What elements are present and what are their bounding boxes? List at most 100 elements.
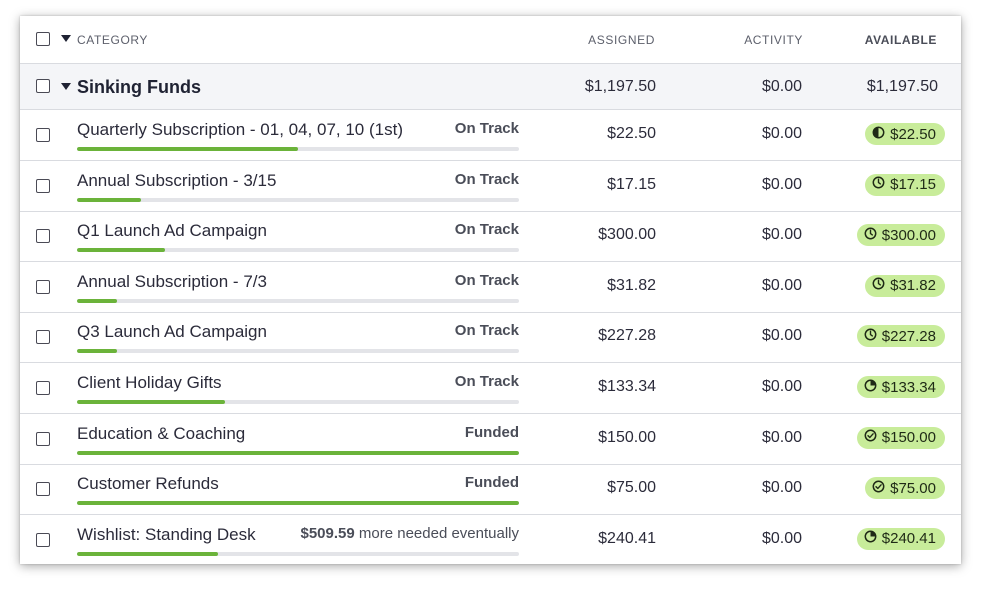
category-name[interactable]: Quarterly Subscription - 01, 04, 07, 10 … xyxy=(77,120,403,139)
available-pill[interactable]: $31.82 xyxy=(865,274,945,297)
category-assigned[interactable]: $300.00 xyxy=(598,226,656,244)
goal-progress-bar xyxy=(77,248,519,253)
half-circle-icon xyxy=(872,126,890,143)
goal-progress-bar xyxy=(77,450,519,455)
category-checkbox[interactable] xyxy=(36,178,50,193)
category-checkbox[interactable] xyxy=(36,128,50,142)
category-checkbox[interactable] xyxy=(36,229,50,244)
goal-status: Funded xyxy=(464,474,519,492)
available-pill[interactable]: $22.50 xyxy=(865,123,945,145)
category-assigned[interactable]: $22.50 xyxy=(607,125,656,142)
category-activity[interactable]: $0.00 xyxy=(761,479,802,497)
category-checkbox[interactable] xyxy=(36,431,50,446)
available-amount: $17.15 xyxy=(890,176,936,194)
category-activity[interactable]: $0.00 xyxy=(761,276,802,294)
collapse-all-caret-icon[interactable] xyxy=(61,35,71,42)
budget-table: CATEGORY ASSIGNED ACTIVITY AVAILABLE Sin… xyxy=(20,16,961,564)
assigned-column-header: ASSIGNED xyxy=(588,33,655,47)
category-activity[interactable]: $0.00 xyxy=(761,226,802,244)
available-pill[interactable]: $75.00 xyxy=(865,477,945,500)
category-activity[interactable]: $0.00 xyxy=(761,327,802,345)
category-row[interactable]: Annual Subscription - 3/15 On Track $17.… xyxy=(20,161,961,212)
category-assigned[interactable]: $227.28 xyxy=(598,327,656,345)
goal-progress-fill xyxy=(77,298,117,303)
category-row[interactable]: Quarterly Subscription - 01, 04, 07, 10 … xyxy=(20,110,961,161)
category-checkbox[interactable] xyxy=(36,279,50,294)
activity-column-header: ACTIVITY xyxy=(744,33,803,47)
category-name[interactable]: Wishlist: Standing Desk xyxy=(77,524,256,544)
clock-icon xyxy=(872,176,890,193)
category-activity[interactable]: $0.00 xyxy=(761,428,802,446)
category-activity[interactable]: $0.00 xyxy=(761,529,802,547)
available-amount: $133.34 xyxy=(881,378,936,396)
category-checkbox[interactable] xyxy=(36,532,50,547)
goal-progress-fill xyxy=(77,450,519,455)
category-row[interactable]: Annual Subscription - 7/3 On Track $31.8… xyxy=(20,262,961,313)
category-assigned[interactable]: $31.82 xyxy=(607,276,656,294)
goal-status: Funded xyxy=(464,423,519,441)
goal-progress-fill xyxy=(77,197,142,202)
available-amount: $75.00 xyxy=(890,479,936,497)
category-row[interactable]: Customer Refunds Funded $75.00 $0.00 $75… xyxy=(20,464,961,516)
group-collapse-caret-icon[interactable] xyxy=(61,83,71,90)
available-amount: $22.50 xyxy=(890,125,936,143)
category-row[interactable]: Q1 Launch Ad Campaign On Track $300.00 $… xyxy=(20,211,961,263)
category-assigned[interactable]: $150.00 xyxy=(598,428,656,446)
category-name[interactable]: Education & Coaching xyxy=(77,423,246,443)
available-pill[interactable]: $300.00 xyxy=(856,224,945,247)
category-name[interactable]: Annual Subscription - 3/15 xyxy=(77,170,277,190)
available-amount: $240.41 xyxy=(881,530,936,548)
category-row[interactable]: Client Holiday Gifts On Track $133.34 $0… xyxy=(20,363,961,414)
category-assigned[interactable]: $133.34 xyxy=(598,378,656,395)
goal-progress-bar xyxy=(77,551,519,556)
available-amount: $227.28 xyxy=(881,327,936,345)
category-name[interactable]: Annual Subscription - 7/3 xyxy=(77,271,267,291)
category-checkbox[interactable] xyxy=(36,330,50,345)
available-pill[interactable]: $150.00 xyxy=(856,426,945,449)
goal-progress-bar xyxy=(77,147,519,151)
group-activity: $0.00 xyxy=(761,78,802,95)
group-available: $1,197.50 xyxy=(866,78,938,95)
category-checkbox[interactable] xyxy=(36,381,50,395)
category-name[interactable]: Q1 Launch Ad Campaign xyxy=(77,221,267,241)
category-row[interactable]: Education & Coaching Funded $150.00 $0.0… xyxy=(20,414,961,465)
goal-status: On Track xyxy=(454,271,519,289)
goal-progress-fill xyxy=(77,551,219,556)
goal-status: On Track xyxy=(454,373,519,390)
goal-needed-text: more needed eventually xyxy=(358,524,519,542)
group-name[interactable]: Sinking Funds xyxy=(77,77,201,97)
category-name[interactable]: Client Holiday Gifts xyxy=(77,373,222,392)
goal-progress-fill xyxy=(77,349,117,354)
category-group-row[interactable]: Sinking Funds $1,197.50 $0.00 $1,197.50 xyxy=(20,64,961,110)
available-pill[interactable]: $240.41 xyxy=(856,527,945,550)
check-circle-icon xyxy=(864,429,882,446)
available-amount: $31.82 xyxy=(890,277,936,295)
goal-status: On Track xyxy=(454,170,519,188)
goal-progress-bar xyxy=(77,400,519,404)
category-name[interactable]: Q3 Launch Ad Campaign xyxy=(77,322,267,342)
category-name[interactable]: Customer Refunds xyxy=(77,474,219,494)
available-amount: $150.00 xyxy=(881,429,936,447)
group-checkbox[interactable] xyxy=(36,79,50,93)
category-activity[interactable]: $0.00 xyxy=(761,125,802,142)
select-all-checkbox[interactable] xyxy=(36,32,50,46)
category-row[interactable]: Wishlist: Standing Desk $509.59 more nee… xyxy=(20,515,961,564)
category-row[interactable]: Q3 Launch Ad Campaign On Track $227.28 $… xyxy=(20,312,961,364)
available-pill[interactable]: $227.28 xyxy=(856,325,945,348)
category-activity[interactable]: $0.00 xyxy=(761,378,802,395)
goal-status: $509.59 more needed eventually xyxy=(300,525,519,542)
available-pill[interactable]: $17.15 xyxy=(865,173,945,196)
category-column-header[interactable]: CATEGORY xyxy=(77,33,149,47)
category-assigned[interactable]: $240.41 xyxy=(598,529,656,547)
category-assigned[interactable]: $75.00 xyxy=(607,479,656,497)
goal-status: On Track xyxy=(454,322,519,340)
check-circle-icon xyxy=(872,480,890,497)
available-pill[interactable]: $133.34 xyxy=(856,376,945,398)
category-checkbox[interactable] xyxy=(36,482,50,497)
category-activity[interactable]: $0.00 xyxy=(761,175,802,193)
goal-progress-fill xyxy=(77,147,298,151)
available-column-header: AVAILABLE xyxy=(864,33,937,47)
category-assigned[interactable]: $17.15 xyxy=(607,175,656,193)
goal-status: On Track xyxy=(454,221,519,239)
goal-progress-fill xyxy=(77,248,166,253)
